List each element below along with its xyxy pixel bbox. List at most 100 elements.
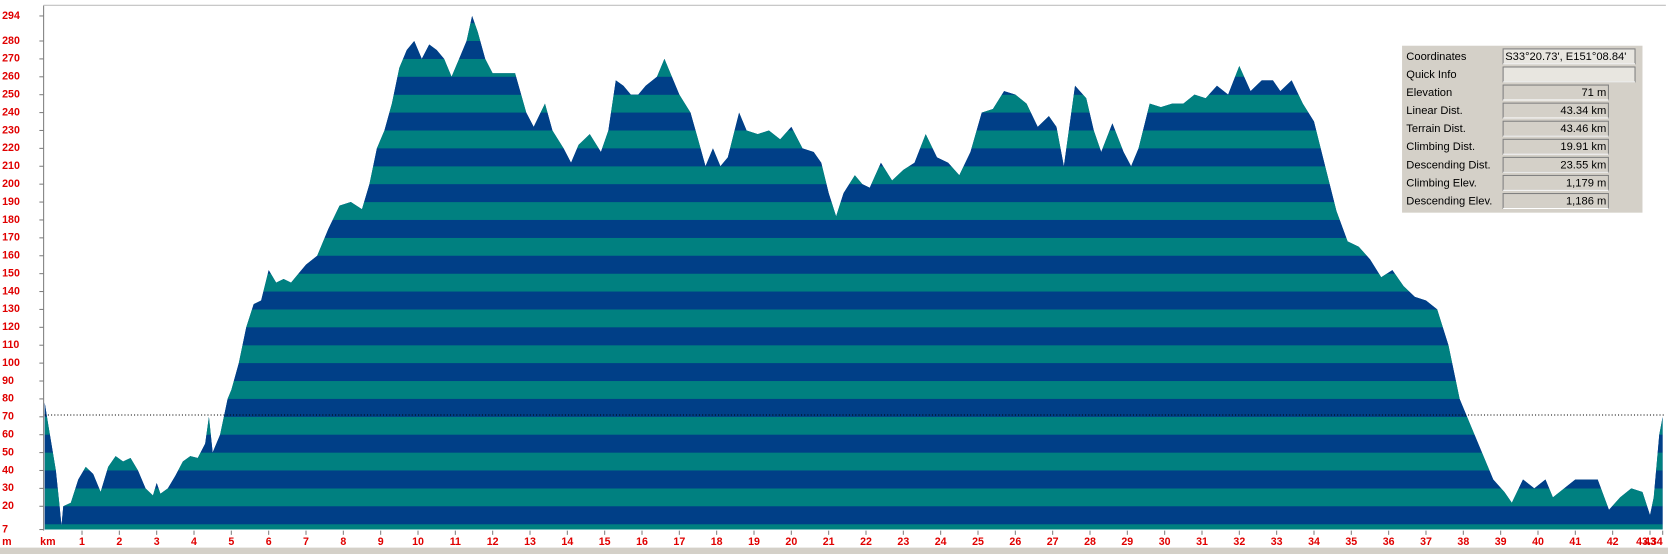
- x-tick-label: 28: [1084, 536, 1096, 548]
- x-tick-label: 18: [711, 536, 723, 548]
- info-value-box: [1502, 66, 1636, 83]
- y-tick-label: 90: [2, 375, 14, 387]
- stripe: [44, 202, 1663, 220]
- y-tick-label: 150: [2, 267, 20, 279]
- x-tick-label: 8: [340, 536, 346, 548]
- x-tick-label: 27: [1047, 536, 1059, 548]
- y-tick-label: 240: [2, 106, 20, 118]
- stripe: [44, 273, 1663, 292]
- y-tick-label: 40: [2, 464, 14, 476]
- x-tick-label: 16: [636, 536, 648, 548]
- info-label: Climbing Elev.: [1406, 177, 1476, 189]
- y-tick-label: 280: [2, 35, 20, 47]
- x-tick-label: 41: [1569, 536, 1581, 548]
- stripe: [44, 219, 1663, 238]
- y-tick-label: 180: [2, 214, 20, 226]
- info-label: Climbing Dist.: [1406, 141, 1475, 153]
- y-tick-label: 20: [2, 500, 14, 512]
- stripe: [44, 470, 1663, 489]
- info-value: 23.55 km: [1560, 159, 1606, 171]
- x-tick-label: 30: [1159, 536, 1171, 548]
- y-tick-label: 190: [2, 196, 20, 208]
- y-tick-label: 110: [2, 339, 19, 351]
- x-tick-label: 24: [935, 536, 947, 548]
- x-tick-label: 22: [860, 536, 872, 548]
- stripe: [44, 255, 1663, 274]
- stripe: [44, 363, 1663, 382]
- x-tick-label: 32: [1233, 536, 1245, 548]
- info-value: S33°20.73', E151°08.84': [1505, 51, 1626, 63]
- x-tick-label: 9: [378, 536, 384, 548]
- stripe: [44, 237, 1663, 256]
- stripe: [44, 488, 1663, 507]
- y-tick-label: 220: [2, 142, 20, 154]
- stripe: [44, 524, 1663, 530]
- x-tick-label: 6: [266, 536, 272, 548]
- x-tick-label: 23: [897, 536, 909, 548]
- x-tick-label: 12: [487, 536, 499, 548]
- x-tick-label: 19: [748, 536, 760, 548]
- y-tick-label: 230: [2, 124, 20, 136]
- stripe: [44, 398, 1663, 417]
- y-tick-label: 160: [2, 250, 20, 262]
- y-tick-label: 210: [2, 160, 20, 172]
- info-panel: Coordinates S33°20.73', E151°08.84' Quick …: [1402, 45, 1643, 213]
- x-tick-label: 15: [599, 536, 611, 548]
- y-tick-label: 294: [2, 10, 20, 22]
- y-tick-label: 170: [2, 232, 20, 244]
- y-tick-label: 130: [2, 303, 20, 315]
- stripe: [44, 452, 1663, 471]
- y-tick-label: 50: [2, 446, 14, 458]
- stripe: [44, 416, 1663, 435]
- info-label: Elevation: [1406, 87, 1452, 99]
- stripe: [44, 506, 1663, 525]
- stripe: [44, 184, 1663, 203]
- y-tick-label: 30: [2, 482, 14, 494]
- x-axis-label: km: [40, 536, 55, 548]
- y-tick-label: 7: [2, 523, 8, 535]
- x-tick-label: 43.34: [1636, 536, 1663, 548]
- info-value: 1,186 m: [1566, 195, 1606, 207]
- y-tick-label: 100: [2, 357, 20, 369]
- stripe: [44, 291, 1663, 310]
- x-tick-label: 20: [785, 536, 797, 548]
- x-tick-label: 38: [1457, 536, 1469, 548]
- info-label: Descending Elev.: [1406, 195, 1492, 207]
- y-tick-label: 250: [2, 89, 20, 101]
- stripe: [44, 327, 1663, 346]
- y-tick-label: 200: [2, 178, 20, 190]
- stripe: [44, 309, 1663, 328]
- x-tick-label: 5: [228, 536, 234, 548]
- x-tick-label: 14: [561, 536, 573, 548]
- x-tick-label: 4: [191, 536, 197, 548]
- x-tick-label: 36: [1383, 536, 1395, 548]
- x-tick-label: 3: [154, 536, 160, 548]
- x-tick-label: 11: [450, 536, 461, 548]
- x-tick-label: 10: [412, 536, 424, 548]
- x-tick-label: 37: [1420, 536, 1432, 548]
- x-tick-label: 1: [79, 536, 85, 548]
- y-tick-label: 270: [2, 53, 20, 65]
- info-label: Quick Info: [1406, 69, 1456, 81]
- info-label: Linear Dist.: [1406, 105, 1462, 117]
- info-value: 71 m: [1581, 87, 1606, 99]
- y-tick-label: 260: [2, 71, 20, 83]
- info-value: 1,179 m: [1566, 177, 1606, 189]
- info-value: 43.46 km: [1560, 123, 1606, 135]
- x-tick-label: 34: [1308, 536, 1320, 548]
- x-tick-label: 40: [1532, 536, 1544, 548]
- x-tick-label: 7: [303, 536, 309, 548]
- x-tick-label: 25: [972, 536, 984, 548]
- stripe: [44, 434, 1663, 453]
- y-tick-label: 80: [2, 393, 14, 405]
- y-tick-label: 140: [2, 285, 20, 297]
- axes: 7203040506070809010011012013014015016017…: [2, 10, 1664, 548]
- x-tick-label: 17: [673, 536, 685, 548]
- info-label: Descending Dist.: [1406, 159, 1490, 171]
- x-tick-label: 39: [1495, 536, 1507, 548]
- y-axis-label: m: [2, 536, 11, 548]
- x-tick-label: 35: [1345, 536, 1357, 548]
- y-tick-label: 120: [2, 321, 20, 333]
- x-tick-label: 31: [1196, 536, 1208, 548]
